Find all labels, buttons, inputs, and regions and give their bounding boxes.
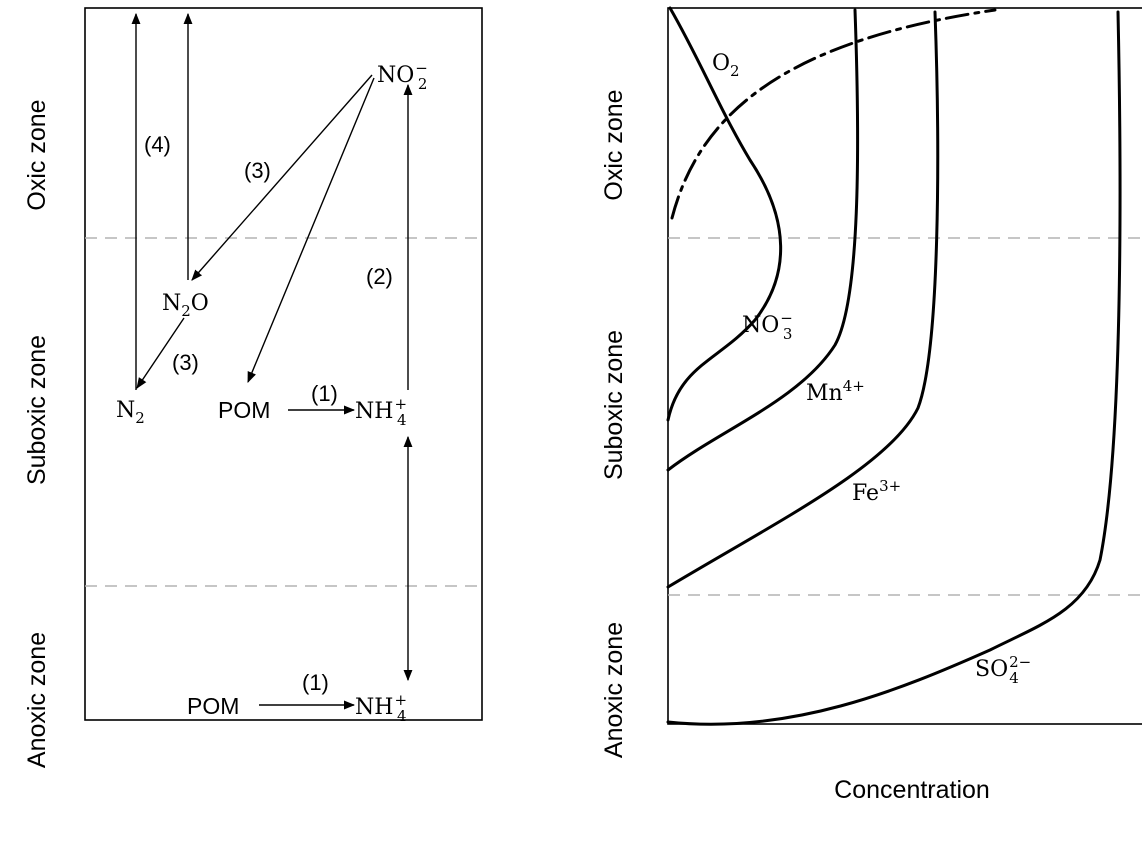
label-so4: SO2− 4 (975, 653, 1031, 687)
right-zone-label-anoxic: Anoxic zone (600, 622, 628, 758)
left-panel: Oxic zone Suboxic zone Anoxic zone NO− 2 … (23, 7, 483, 768)
o2-curve (670, 8, 997, 220)
no3-curve (666, 6, 783, 422)
fe-curve (666, 10, 940, 589)
species-nh4-anoxic: NH+ 4 (355, 691, 407, 725)
label-fe: Fe3+ (852, 477, 901, 506)
process-label-1-anoxic: (1) (302, 670, 329, 695)
arrow-no2-to-n2o (191, 74, 373, 281)
process-label-3-upper: (3) (244, 158, 271, 183)
right-zone-label-suboxic: Suboxic zone (600, 330, 628, 480)
so4-curve (666, 10, 1122, 726)
process-label-4: (4) (144, 132, 171, 157)
label-no3: NO− 3 (742, 309, 793, 343)
species-nh4-suboxic: NH+ 4 (355, 395, 407, 429)
left-zone-label-oxic: Oxic zone (23, 99, 51, 210)
left-zone-label-suboxic: Suboxic zone (23, 335, 51, 485)
left-panel-frame (84, 7, 483, 721)
mn-curve (666, 8, 860, 472)
x-axis-label: Concentration (834, 776, 990, 804)
process-label-1-suboxic: (1) (311, 381, 338, 406)
process-label-2: (2) (366, 264, 393, 289)
label-o2: O2 (712, 51, 740, 80)
arrow-n2o-to-n2 (136, 317, 185, 389)
right-panel-frame (667, 7, 1142, 725)
species-no2: NO− 2 (377, 59, 428, 93)
right-panel: Oxic zone Suboxic zone Anoxic zone Conce… (600, 6, 1142, 804)
arrow-no2-to-pom (247, 77, 375, 384)
species-pom-suboxic: POM (218, 397, 270, 423)
right-zone-label-oxic: Oxic zone (600, 89, 628, 200)
process-label-3-lower: (3) (172, 350, 199, 375)
species-n2: N2 (116, 398, 145, 427)
species-pom-anoxic: POM (187, 693, 239, 719)
left-zone-label-anoxic: Anoxic zone (23, 632, 51, 768)
label-mn: Mn4+ (806, 377, 865, 406)
species-n2o: N2O (162, 291, 209, 320)
